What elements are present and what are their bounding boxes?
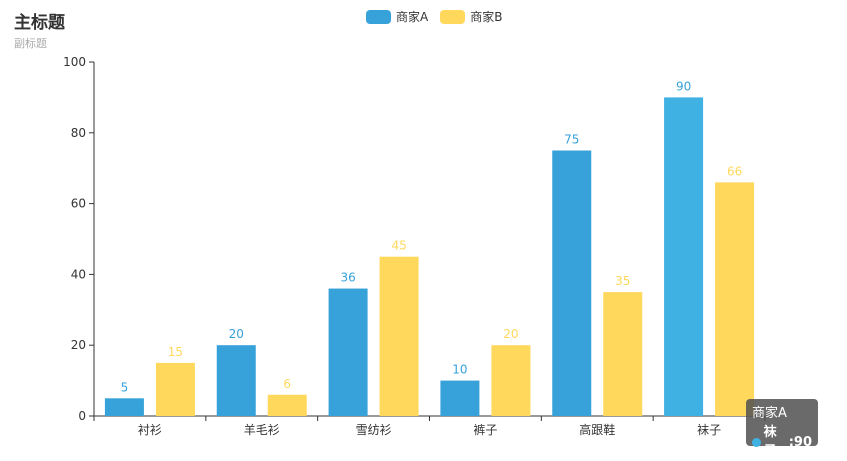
bar[interactable]	[664, 97, 704, 417]
bar-value-label: 75	[564, 133, 579, 147]
x-tick-label: 衬衫	[138, 423, 162, 437]
bar-value-label: 90	[676, 79, 691, 93]
x-tick-label: 雪纺衫	[356, 423, 392, 437]
y-tick-label: 20	[71, 338, 86, 352]
bar-value-label: 20	[503, 327, 518, 341]
legend-item[interactable]: 商家B	[440, 8, 502, 25]
bar[interactable]	[155, 362, 195, 416]
bar[interactable]	[267, 394, 307, 416]
chart-title: 主标题	[14, 13, 65, 33]
tooltip-separator: :	[788, 434, 794, 450]
x-tick-label: 袜子	[697, 423, 721, 437]
x-tick-label: 裤子	[473, 423, 497, 437]
y-tick-label: 40	[71, 267, 86, 281]
tooltip-category: 袜子	[763, 425, 777, 459]
legend-label: 商家A	[396, 10, 429, 24]
bar[interactable]	[552, 150, 592, 417]
y-tick-label: 60	[71, 197, 86, 211]
legend-label: 商家B	[470, 10, 503, 24]
tooltip: 商家A 袜子: 90	[746, 399, 818, 459]
bar[interactable]	[603, 292, 643, 416]
tooltip-dot-icon	[752, 437, 761, 447]
bar[interactable]	[104, 398, 144, 416]
tooltip-value-row: 袜子: 90	[752, 423, 812, 461]
bar[interactable]	[379, 256, 419, 416]
legend-item[interactable]: 商家A	[366, 8, 428, 25]
bar-value-label: 10	[452, 363, 467, 377]
chart-subtitle: 副标题	[14, 37, 47, 50]
bar-value-label: 45	[391, 239, 406, 253]
bar-value-label: 6	[283, 377, 291, 391]
bar-value-label: 36	[340, 271, 355, 285]
legend-swatch-icon	[366, 9, 391, 24]
bar[interactable]	[491, 345, 531, 416]
legend-swatch-icon	[440, 9, 466, 24]
bar[interactable]	[440, 380, 480, 416]
y-tick-label: 80	[71, 126, 86, 140]
bar-value-label: 15	[168, 345, 183, 359]
bar[interactable]	[715, 182, 755, 416]
y-tick-label: 100	[63, 55, 86, 69]
bar-value-label: 35	[615, 274, 630, 288]
y-tick-label: 0	[78, 409, 86, 423]
chart-legend: 商家A 商家B	[366, 8, 514, 25]
bar-value-label: 20	[229, 327, 244, 341]
bar-value-label: 66	[727, 164, 742, 178]
bar[interactable]	[216, 345, 256, 416]
x-tick-label: 高跟鞋	[579, 422, 615, 437]
tooltip-value: 90	[793, 434, 812, 450]
bar[interactable]	[328, 288, 368, 416]
tooltip-series-name: 商家A	[752, 406, 787, 421]
bar-value-label: 5	[121, 380, 129, 394]
x-tick-label: 羊毛衫	[244, 422, 280, 437]
